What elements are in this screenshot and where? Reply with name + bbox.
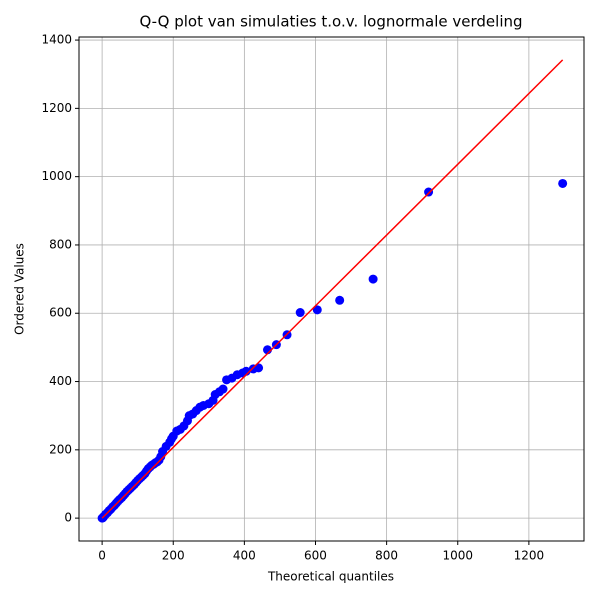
point (424, 187, 434, 197)
x-tick-label: 400 (233, 549, 256, 563)
x-tick-label: 800 (375, 549, 398, 563)
y-tick-label: 0 (64, 511, 72, 525)
y-tick-label: 600 (49, 306, 72, 320)
y-axis-label: Ordered Values (13, 243, 27, 335)
point (335, 295, 345, 305)
plot-frame (78, 36, 585, 542)
y-tick-label: 1400 (41, 33, 72, 47)
chart-title: Q-Q plot van simulaties t.o.v. lognormal… (139, 13, 522, 31)
point (295, 308, 305, 318)
point (558, 178, 568, 188)
x-tick-label: 200 (162, 549, 185, 563)
x-tick-label: 600 (304, 549, 327, 563)
x-tick-label: 0 (98, 549, 106, 563)
y-tick-label: 1200 (41, 101, 72, 115)
point (368, 274, 378, 284)
y-tick-label: 1000 (41, 169, 72, 183)
fit-line (101, 59, 564, 519)
y-tick-label: 800 (49, 237, 72, 251)
point (312, 305, 322, 315)
x-axis-label: Theoretical quantiles (267, 570, 394, 584)
y-tick-label: 400 (49, 374, 72, 388)
x-tick-label: 1200 (514, 549, 545, 563)
point (218, 384, 228, 394)
x-tick-label: 1000 (442, 549, 473, 563)
y-tick-label: 200 (49, 442, 72, 456)
